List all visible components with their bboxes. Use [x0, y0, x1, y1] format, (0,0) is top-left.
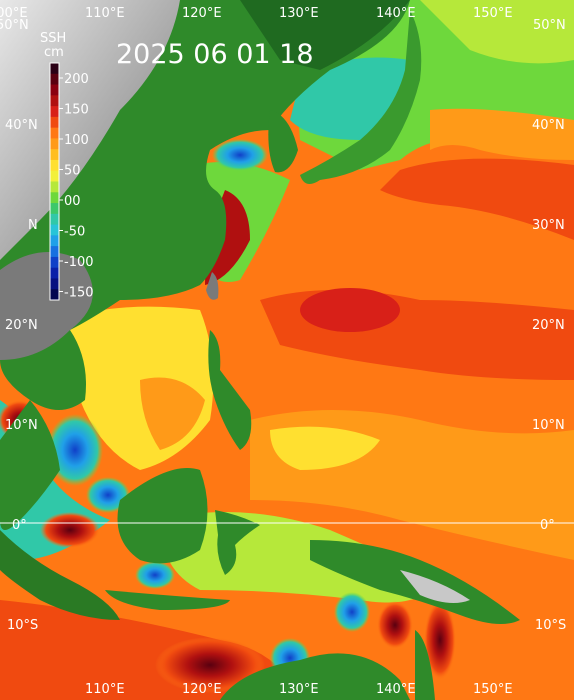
colorbar-swatch [50, 256, 59, 269]
colorbar-swatch [50, 203, 59, 215]
lon-label-top: 110°E [85, 6, 125, 21]
land-philippines [208, 330, 252, 450]
ocean-north-lime [420, 0, 574, 64]
ocean-kuroshio-ext [430, 108, 574, 160]
lat-label-left: 0° [12, 518, 27, 533]
colorbar-unit: cm [44, 45, 64, 60]
land-sulawesi [215, 510, 260, 575]
colorbar-tick-label: 100 [64, 133, 89, 148]
lon-label-bottom: 130°E [279, 682, 319, 697]
colorbar-swatch [50, 170, 59, 182]
colorbar-swatch [50, 181, 59, 193]
ocean-high-patch [300, 288, 400, 332]
eddy-red-south [155, 637, 265, 693]
colorbar-variable: SSH [40, 31, 66, 46]
colorbar-swatch [50, 289, 59, 301]
colorbar-swatch [50, 159, 59, 172]
land-manchuria [240, 0, 410, 70]
colorbar-swatch [50, 267, 59, 279]
lon-label-bottom: 120°E [182, 682, 222, 697]
ocean-high-north [380, 158, 574, 240]
lat-label-left: 10°N [5, 418, 38, 433]
eddy-red-coral [424, 600, 456, 680]
map-title: 2025 06 01 18 [116, 39, 314, 70]
colorbar-swatch [50, 235, 59, 247]
eddy-red-arafura [377, 601, 413, 649]
lat-label-left: 20°N [5, 318, 38, 333]
lat-label-right: 40°N [532, 118, 565, 133]
lat-labels-left: 50°N 40°N N 20°N 10°N 0° 10°S [0, 18, 38, 633]
colorbar: SSH cm 200 150 100 50 00 -50 -100 -150 [40, 31, 94, 301]
colorbar-swatch [50, 63, 59, 75]
land-new-guinea-highlands [400, 570, 470, 604]
colorbar-swatch [50, 73, 59, 86]
lon-label-bottom: 140°E [376, 682, 416, 697]
colorbar-swatch [50, 116, 59, 129]
colorbar-tick-label: 00 [64, 194, 81, 209]
lat-label-left: 50°N [0, 18, 29, 33]
lon-label-top: 100°E [0, 6, 28, 21]
colorbar-tick-label: -100 [64, 255, 94, 270]
eddy-cyan-java [135, 561, 175, 589]
land-korea [268, 110, 298, 173]
colorbar-swatch [50, 224, 59, 236]
colorbar-swatch [50, 246, 59, 258]
lon-label-top: 150°E [473, 6, 513, 21]
lat-label-left: 10°S [7, 618, 38, 633]
land-java [105, 590, 230, 610]
ocean-south-yellow [270, 426, 380, 470]
land-asia-highlands [0, 0, 180, 260]
land-cape-york [415, 630, 435, 700]
colorbar-swatches [50, 63, 59, 301]
colorbar-ticks: 200 150 100 50 00 -50 -100 -150 [59, 72, 94, 301]
eddy-cyan-yellow-sea [212, 139, 268, 171]
colorbar-swatch [50, 138, 59, 150]
land-japan [300, 10, 422, 184]
lon-label-top: 130°E [279, 6, 319, 21]
lon-label-bottom: 150°E [473, 682, 513, 697]
lat-label-right: 10°S [535, 618, 566, 633]
lon-label-top: 140°E [376, 6, 416, 21]
lon-label-top: 120°E [182, 6, 222, 21]
land-indochina-grey [0, 252, 93, 360]
colorbar-swatch [50, 278, 59, 290]
colorbar-swatch [50, 192, 59, 204]
lat-label-right: 30°N [532, 218, 565, 233]
lon-labels-top: 100°E 110°E 120°E 130°E 140°E 150°E [0, 6, 513, 21]
eddy-cyan-sunda [86, 477, 130, 513]
lat-label-left: N [28, 218, 38, 233]
colorbar-swatch [50, 149, 59, 161]
colorbar-frame [49, 62, 60, 301]
colorbar-swatch [50, 127, 59, 139]
lon-label-bottom: 110°E [85, 682, 125, 697]
land-malay [0, 400, 60, 530]
colorbar-swatch [50, 95, 59, 107]
colorbar-swatch [50, 213, 59, 226]
colorbar-tick-label: 50 [64, 164, 81, 179]
eddy-cyan-scs [47, 414, 103, 486]
colorbar-swatch [50, 106, 59, 118]
land-borneo [117, 468, 208, 564]
eddy-cyan-banda [334, 592, 370, 632]
lat-label-right: 10°N [532, 418, 565, 433]
lon-labels-bottom: 110°E 120°E 130°E 140°E 150°E [85, 682, 513, 697]
land-sumatra [0, 530, 120, 620]
lat-label-left: 40°N [5, 118, 38, 133]
colorbar-tick-label: 200 [64, 72, 89, 87]
colorbar-tick-label: -50 [64, 225, 85, 240]
colorbar-swatch [50, 84, 59, 96]
colorbar-tick-label: 150 [64, 103, 89, 118]
lat-label-right: 50°N [533, 18, 566, 33]
land-australia [220, 653, 410, 700]
lat-labels-right: 50°N 40°N 30°N 20°N 10°N 0° 10°S [532, 18, 566, 633]
eddy-red-borneo [40, 512, 100, 548]
lat-label-right: 0° [540, 518, 555, 533]
colorbar-tick-label: -150 [64, 286, 94, 301]
land-taiwan [206, 272, 219, 300]
scs-orange [140, 377, 205, 450]
lat-label-right: 20°N [532, 318, 565, 333]
